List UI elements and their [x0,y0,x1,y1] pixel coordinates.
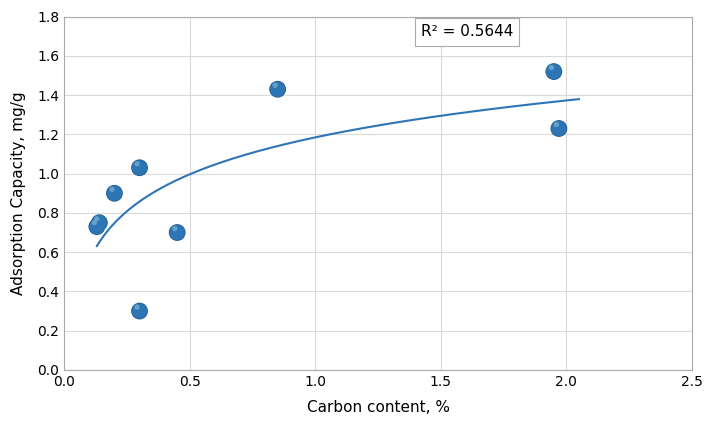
Point [134,308,145,314]
Point [553,125,565,132]
Point [171,229,183,236]
Text: R² = 0.5644: R² = 0.5644 [421,24,513,40]
Point [131,161,143,167]
Point [548,68,560,75]
Point [134,308,145,314]
Point [94,219,105,226]
Point [169,225,181,232]
Point [171,229,183,236]
Point [134,164,145,171]
Point [548,68,560,75]
Point [272,86,283,92]
Point [89,219,100,226]
Y-axis label: Adsorption Capacity, mg/g: Adsorption Capacity, mg/g [11,92,26,295]
Point [134,164,145,171]
Point [91,216,103,222]
Point [553,125,565,132]
Point [91,223,103,230]
Point [106,186,118,193]
Point [550,121,562,128]
Point [545,64,557,71]
Point [272,86,283,92]
Point [94,219,105,226]
Point [131,304,143,311]
Point [109,190,120,197]
Point [269,82,281,89]
Point [109,190,120,197]
X-axis label: Carbon content, %: Carbon content, % [306,400,450,415]
Point [91,223,103,230]
